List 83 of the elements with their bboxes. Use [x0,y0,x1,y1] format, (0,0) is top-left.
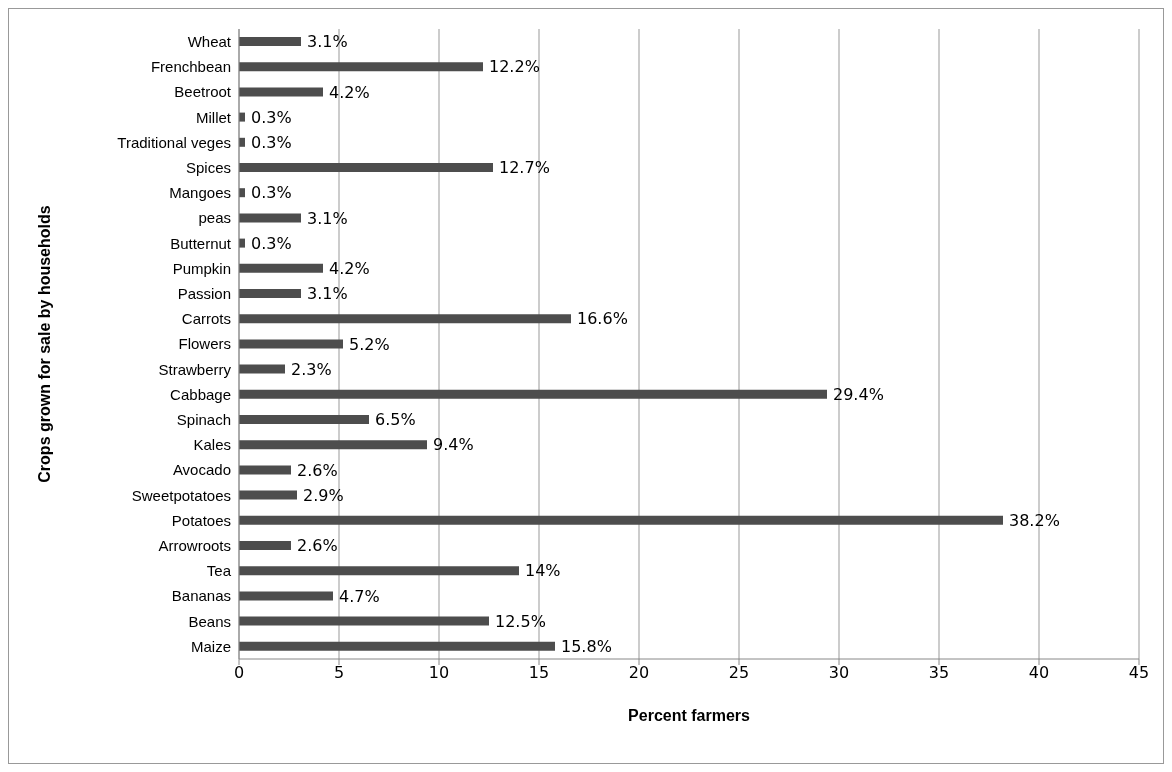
y-tick-label: Carrots [181,310,231,328]
x-tick-label: 30 [828,663,850,683]
data-label: 9.4% [433,435,474,455]
y-tick-label: Tea [206,562,232,580]
data-label: 16.6% [577,309,628,329]
y-tick-label: Arrowroots [158,536,231,554]
data-label: 2.9% [303,485,344,505]
bar [239,62,483,72]
y-tick-label: Millet [195,108,232,126]
bar [239,389,827,399]
bar [239,213,301,223]
data-label: 2.6% [297,460,338,480]
y-tick-label: Bananas [171,587,231,605]
y-tick-label: Wheat [187,32,232,50]
bar [239,591,333,601]
data-label: 3.1% [307,284,348,304]
bar [239,37,301,46]
bar [239,541,291,550]
bar [239,163,493,172]
bar [239,616,489,626]
y-tick-label: Passion [177,284,231,302]
y-tick-label: Maize [190,637,231,655]
y-tick-label: Cabbage [170,385,231,403]
data-label: 0.3% [251,132,292,152]
data-label: 38.2% [1009,510,1060,530]
y-tick-label: Frenchbean [150,58,231,76]
data-label: 5.2% [349,334,390,354]
bar [239,465,291,475]
bar [239,263,323,273]
data-label: 2.3% [291,359,332,379]
data-label: 15.8% [561,636,612,656]
y-tick-label: Avocado [172,461,231,479]
data-label: 14% [525,561,561,581]
y-tick-label: Potatoes [171,511,231,529]
bar [239,440,427,450]
data-label: 4.2% [329,258,370,278]
data-label: 29.4% [833,384,884,404]
x-tick-label: 0 [233,663,245,683]
data-label: 2.6% [297,536,338,556]
y-tick-label: Pumpkin [172,259,231,277]
y-tick-label: Beetroot [174,83,232,101]
bar [239,566,519,576]
x-tick-label: 5 [333,663,345,683]
x-tick-label: 15 [528,663,550,683]
y-tick-label: Beans [188,612,231,630]
bar [239,339,343,349]
y-tick-label: Butternut [170,234,232,252]
x-tick-label: 25 [728,663,750,683]
y-tick-label: Flowers [178,335,231,353]
y-tick-label: Traditional veges [117,133,231,151]
y-axis-title: Crops grown for sale by households [35,205,53,483]
bar [239,364,285,374]
bar [239,415,369,424]
bar [239,314,571,324]
y-tick-label: Kales [193,436,231,454]
x-axis-title: Percent farmers [628,707,751,724]
bar [239,289,301,298]
data-label: 12.2% [489,57,540,77]
bar [239,490,297,500]
x-tick-label: 45 [1128,663,1150,683]
bar [239,641,555,651]
data-label: 0.3% [251,233,292,253]
data-label: 12.7% [499,158,550,178]
bar [239,87,323,97]
data-label: 0.3% [251,107,292,127]
data-label: 3.1% [307,32,348,52]
y-tick-label: peas [198,209,231,227]
x-tick-label: 35 [928,663,950,683]
data-label: 12.5% [495,611,546,631]
y-tick-label: Spices [185,158,231,176]
y-tick-label: Strawberry [158,360,232,378]
x-tick-label: 10 [428,663,450,683]
data-label: 0.3% [251,183,292,203]
data-label: 3.1% [307,208,348,228]
y-tick-label: Sweetpotatoes [131,486,231,504]
bar [239,515,1003,525]
y-tick-label: Spinach [176,410,231,428]
data-label: 4.7% [339,586,380,606]
x-tick-label: 20 [628,663,650,683]
data-label: 6.5% [375,410,416,430]
data-label: 4.2% [329,82,370,102]
x-tick-label: 40 [1028,663,1050,683]
y-tick-label: Mangoes [169,184,231,202]
